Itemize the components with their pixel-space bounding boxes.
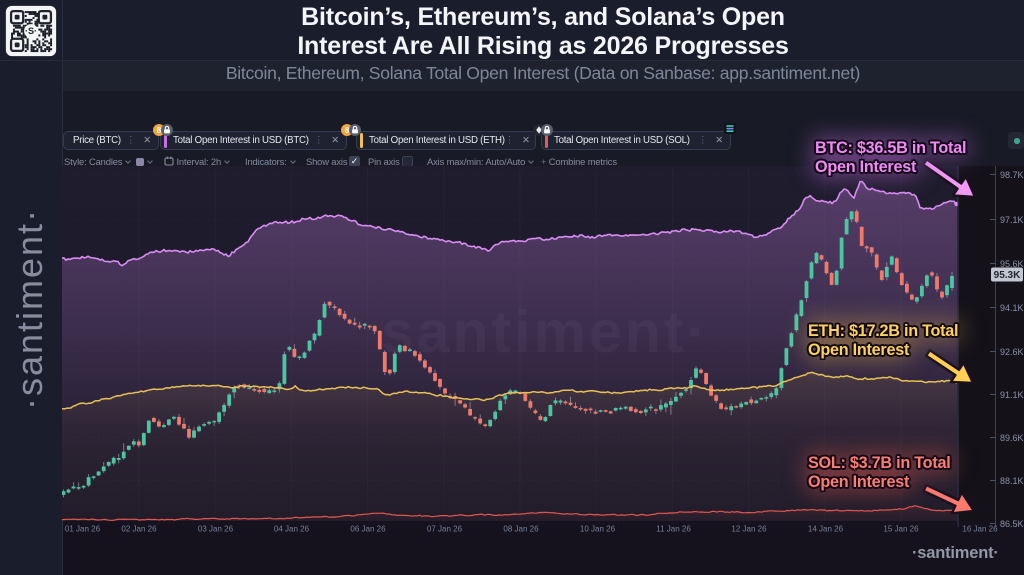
svg-text:06 Jan 26: 06 Jan 26	[350, 525, 386, 534]
svg-text:86.5K: 86.5K	[1000, 519, 1024, 529]
svg-text:03 Jan 26: 03 Jan 26	[198, 525, 234, 534]
svg-text:95.3K: 95.3K	[994, 270, 1021, 281]
svg-text:·S·: ·S·	[25, 26, 37, 36]
svg-text:14 Jan 26: 14 Jan 26	[808, 525, 844, 534]
svg-text:santiment·: santiment·	[381, 299, 709, 365]
svg-text:04 Jan 26: 04 Jan 26	[274, 525, 310, 534]
svg-text:97.1K: 97.1K	[1000, 215, 1024, 225]
svg-text:07 Jan 26: 07 Jan 26	[427, 525, 463, 534]
svg-text:89.6K: 89.6K	[1000, 433, 1024, 443]
svg-text:91.1K: 91.1K	[1000, 390, 1024, 400]
svg-text:16 Jan 26: 16 Jan 26	[962, 525, 998, 534]
svg-text:02 Jan 26: 02 Jan 26	[121, 525, 157, 534]
svg-text:08 Jan 26: 08 Jan 26	[503, 525, 539, 534]
svg-text:88.1K: 88.1K	[1000, 476, 1024, 486]
svg-text:01 Jan 26: 01 Jan 26	[65, 525, 101, 534]
svg-text:12 Jan 26: 12 Jan 26	[731, 525, 767, 534]
svg-text:95.6K: 95.6K	[1000, 259, 1024, 269]
svg-text:94.1K: 94.1K	[1000, 303, 1024, 313]
svg-text:98.7K: 98.7K	[1000, 170, 1024, 180]
svg-text:10 Jan 26: 10 Jan 26	[580, 525, 616, 534]
svg-text:11 Jan 26: 11 Jan 26	[656, 525, 691, 534]
svg-text:92.6K: 92.6K	[1000, 347, 1024, 357]
svg-text:15 Jan 26: 15 Jan 26	[883, 525, 919, 534]
